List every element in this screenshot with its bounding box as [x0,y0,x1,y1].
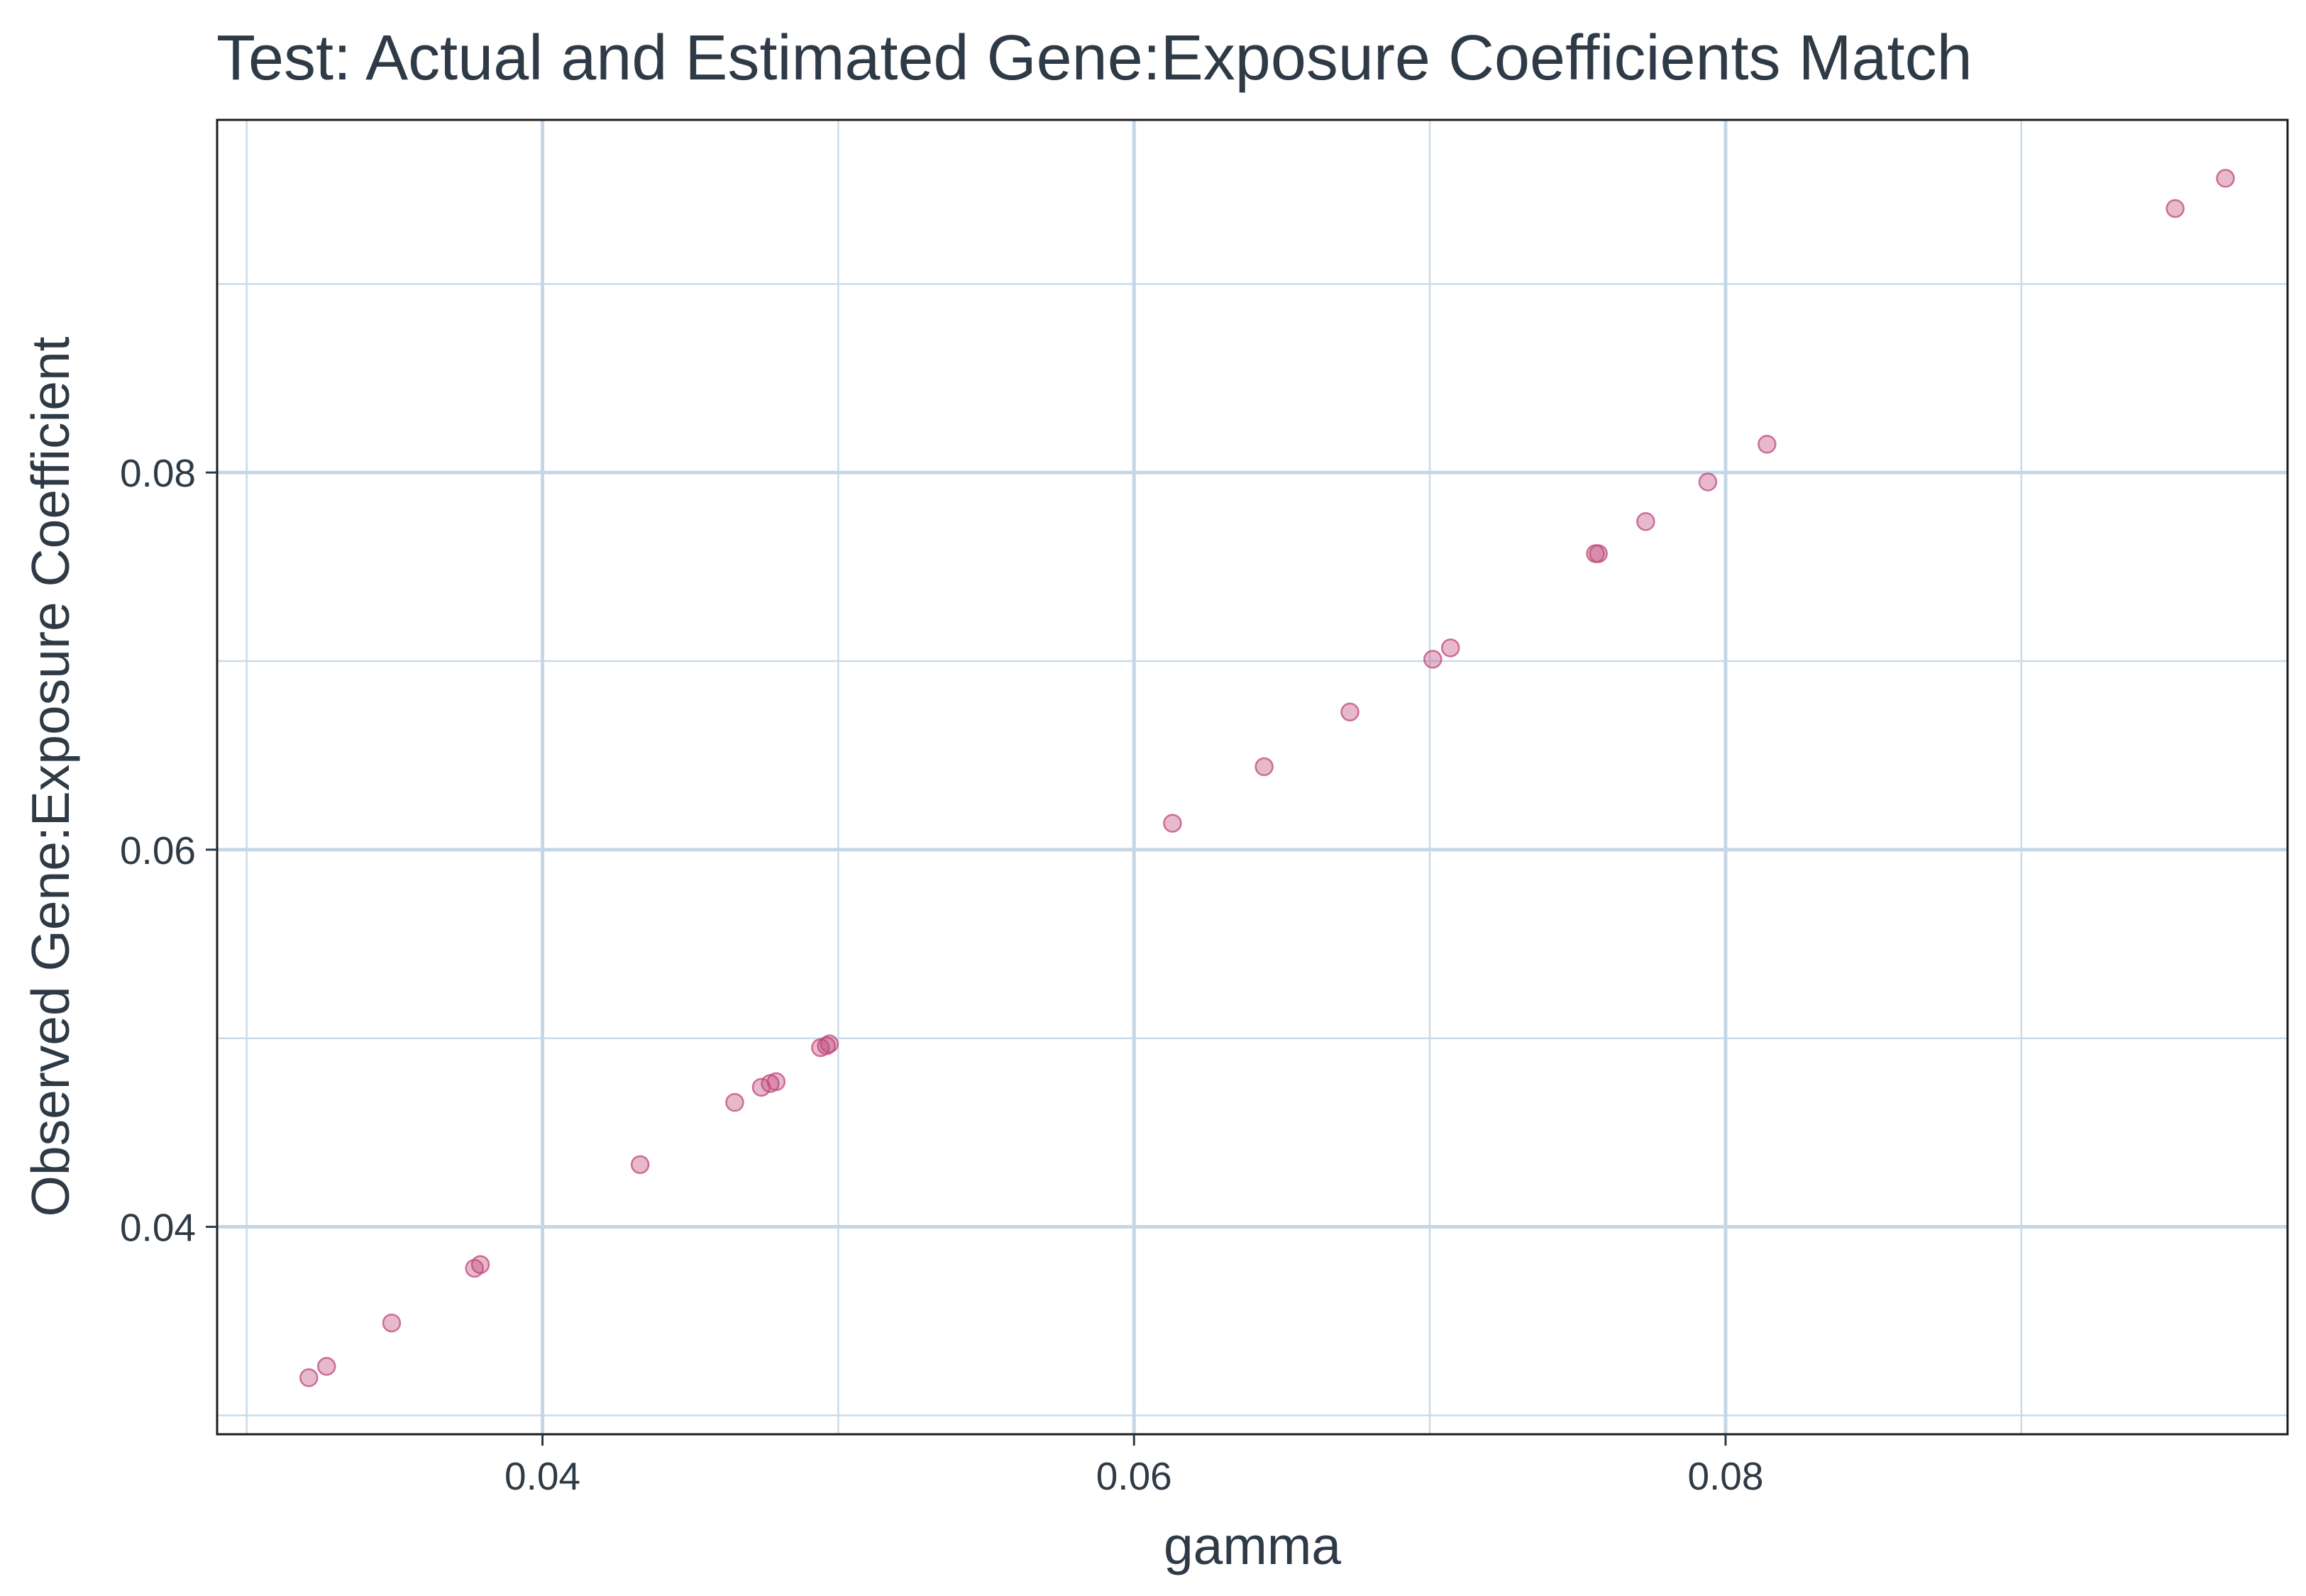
y-tick-label: 0.04 [120,1206,196,1250]
scatter-point [630,1155,650,1175]
scatter-point [2216,169,2235,188]
scatter-point [1423,650,1442,669]
scatter-point [817,1036,836,1055]
major-gridlines [217,120,2288,1434]
y-axis-label: Observed Gene:Exposure Coefficient [21,336,80,1217]
scatter-point [820,1034,839,1053]
scatter-point [1589,544,1608,563]
scatter-point [1758,435,1777,454]
scatter-point [316,1357,336,1376]
x-tick-label: 0.08 [1687,1454,1763,1498]
scatter-point [1163,814,1182,833]
plot-panel-border [216,118,2289,1436]
scatter-point [1441,638,1460,658]
scatter-point [766,1072,786,1092]
scatter-point [1698,472,1718,492]
scatter-point [1636,512,1655,531]
chart-title: Test: Actual and Estimated Gene:Exposure… [216,23,1973,94]
scatter-point [1340,702,1359,722]
scatter-point [2166,199,2185,218]
data-points [299,169,2235,1387]
scatter-point [725,1092,744,1112]
x-axis-label: gamma [1164,1516,1341,1575]
x-axis-ticks: 0.04 0.06 0.08 [504,1434,1763,1498]
y-axis-ticks: 0.04 0.06 0.08 [120,451,217,1250]
scatter-point [1254,757,1274,777]
y-tick-label: 0.06 [120,829,196,872]
y-tick-label: 0.08 [120,451,196,495]
x-tick-label: 0.06 [1096,1454,1172,1498]
x-tick-label: 0.04 [504,1454,580,1498]
scatter-point [299,1368,319,1387]
scatter-point [470,1255,490,1274]
scatter-point [382,1313,402,1333]
minor-gridlines [217,120,2288,1434]
